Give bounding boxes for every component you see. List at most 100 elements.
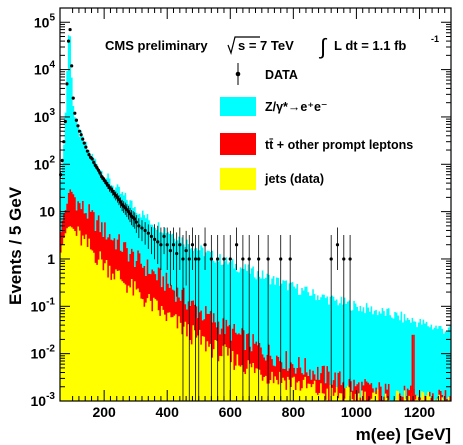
data-point <box>342 257 346 261</box>
data-point <box>71 96 75 100</box>
data-point <box>66 39 71 43</box>
data-point <box>257 257 261 261</box>
data-point <box>65 82 69 86</box>
data-points <box>59 27 352 401</box>
legend-data-marker-icon <box>235 71 241 77</box>
data-point <box>197 257 201 261</box>
data-point <box>348 257 352 261</box>
x-tick-label: 1200 <box>404 404 435 420</box>
data-point <box>184 249 188 253</box>
y-tick-label: 102 <box>34 154 56 172</box>
data-point <box>95 166 99 170</box>
data-point <box>178 243 182 247</box>
data-point <box>156 240 160 244</box>
data-point <box>93 163 97 167</box>
data-point <box>60 158 64 163</box>
data-point <box>103 179 107 183</box>
data-point <box>187 257 191 261</box>
legend-label-jets: jets (data) <box>264 172 324 186</box>
data-point <box>159 243 163 247</box>
data-point <box>171 243 176 247</box>
y-tick-label: 10-2 <box>31 344 56 362</box>
y-tick-label: 10-3 <box>31 391 56 409</box>
y-tick-label: 103 <box>34 107 56 125</box>
data-point <box>111 189 115 193</box>
spike-bar-0 <box>411 334 414 401</box>
y-tick-label: 10-1 <box>31 296 56 314</box>
data-point <box>76 124 80 128</box>
data-point <box>335 243 340 247</box>
data-point <box>165 243 169 247</box>
x-ticks: 200 400 600 800 1000 1200 <box>72 8 452 420</box>
data-point <box>92 160 96 164</box>
data-point <box>222 257 226 261</box>
data-point <box>118 200 123 204</box>
y-tick-label: 105 <box>34 12 56 30</box>
data-point <box>234 243 239 247</box>
y-tick-label: 104 <box>34 60 56 78</box>
series-jets <box>60 226 451 401</box>
y-axis-label: Events / 5 GeV <box>6 186 25 305</box>
annotation-energy: s = 7 TeV <box>238 38 294 53</box>
data-point <box>87 153 91 157</box>
data-point <box>74 118 78 122</box>
data-point <box>152 237 157 241</box>
data-point <box>68 27 72 32</box>
data-point <box>106 183 110 187</box>
data-point <box>190 243 195 247</box>
legend-label-ttbar: tt̄ + other prompt leptons <box>265 138 413 152</box>
legend: DATA Z/γ*→e⁺e⁻ tt̄ + other prompt lepton… <box>220 63 413 190</box>
legend-entry-data: DATA <box>235 63 298 85</box>
legend-swatch-jets <box>220 168 256 190</box>
data-point <box>266 257 270 261</box>
data-point <box>98 171 102 175</box>
annotation-lumi: L dt = 1.1 fb <box>334 38 406 53</box>
data-point <box>175 251 179 256</box>
data-point <box>288 257 292 261</box>
data-point <box>203 243 207 247</box>
legend-label-dy: Z/γ*→e⁺e⁻ <box>265 100 328 114</box>
data-point <box>140 226 144 230</box>
legend-label-data: DATA <box>265 68 298 82</box>
data-point <box>209 257 213 261</box>
data-point <box>81 137 85 141</box>
data-point <box>193 257 198 261</box>
data-point <box>168 249 172 253</box>
data-point <box>90 157 94 161</box>
x-tick-label: 800 <box>282 404 306 420</box>
data-point <box>247 257 251 261</box>
data-point <box>117 197 121 202</box>
data-point <box>241 257 245 261</box>
data-point <box>137 224 141 228</box>
x-tick-label: 600 <box>219 404 243 420</box>
data-point <box>228 257 232 261</box>
data-point <box>143 228 147 233</box>
data-point <box>134 220 138 224</box>
x-tick-label: 400 <box>156 404 180 420</box>
annotation-prefix: CMS preliminary <box>105 38 208 53</box>
legend-entry-dy: Z/γ*→e⁺e⁻ <box>220 97 328 116</box>
x-tick-label: 1000 <box>341 404 372 420</box>
data-point <box>84 145 88 149</box>
y-tick-label: 1 <box>47 251 55 267</box>
data-point <box>77 129 82 133</box>
y-tick-label: 10 <box>39 204 55 220</box>
data-point <box>279 257 283 261</box>
spike-bar-1 <box>413 334 415 401</box>
x-tick-label: 200 <box>92 404 116 420</box>
data-point <box>63 119 67 124</box>
data-point <box>85 149 90 153</box>
data-point <box>146 231 150 235</box>
legend-entry-jets: jets (data) <box>220 168 324 190</box>
sqrt-icon <box>227 36 260 56</box>
data-point <box>162 234 166 238</box>
data-point <box>70 64 74 68</box>
data-point <box>73 111 77 115</box>
data-point <box>96 168 101 172</box>
legend-swatch-ttbar <box>220 133 256 155</box>
data-point <box>79 133 83 137</box>
data-point <box>133 217 137 221</box>
data-point <box>128 212 132 216</box>
